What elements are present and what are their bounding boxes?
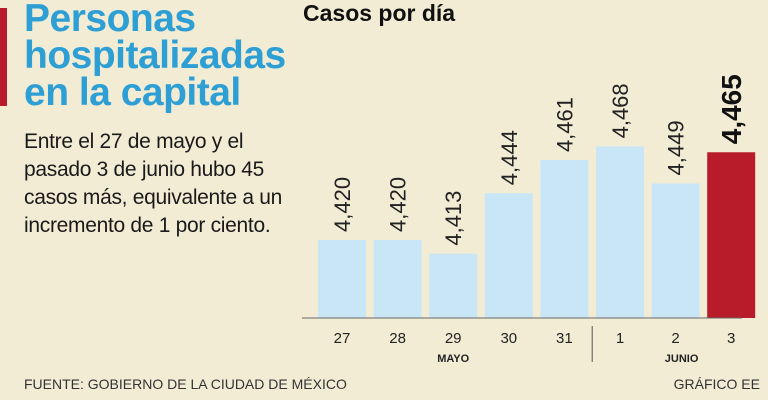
tick-label-1: 1 — [616, 330, 624, 347]
chart-title: Casos por día — [303, 0, 456, 26]
tick-label-29: 29 — [445, 330, 462, 347]
source-note: FUENTE: GOBIERNO DE LA CIUDAD DE MÉXICO — [24, 376, 347, 392]
month-label-mayo: MAYO — [437, 353, 469, 365]
title-line-1: Personas — [24, 0, 196, 40]
value-label-31: 4,461 — [552, 97, 577, 152]
value-label-28: 4,420 — [386, 177, 411, 232]
tick-label-31: 31 — [556, 330, 573, 347]
value-label-2: 4,449 — [664, 120, 689, 175]
month-label-junio: JUNIO — [665, 353, 699, 365]
bar-28 — [373, 240, 422, 318]
value-label-1: 4,468 — [608, 83, 633, 138]
bar-1 — [596, 146, 644, 318]
value-label-29: 4,413 — [441, 191, 466, 246]
credit-note: GRÁFICO EE — [673, 376, 760, 392]
bar-3 — [707, 152, 756, 318]
tick-label-2: 2 — [671, 330, 679, 347]
tick-label-3: 3 — [727, 330, 735, 347]
tick-label-30: 30 — [500, 330, 517, 347]
accent-bar — [0, 8, 7, 106]
bar-31 — [540, 160, 589, 318]
tick-label-27: 27 — [334, 330, 351, 347]
value-label-27: 4,420 — [330, 177, 355, 232]
bar-30 — [484, 193, 533, 318]
bar-2 — [651, 183, 700, 318]
page-title: Personas hospitalizadas en la capital — [24, 0, 324, 114]
bar-27 — [318, 240, 366, 318]
bar-29 — [429, 253, 478, 318]
value-label-3: 4,465 — [716, 74, 747, 144]
value-label-30: 4,444 — [497, 130, 522, 185]
summary-text: Entre el 27 de mayo y el pasado 3 de jun… — [24, 130, 283, 237]
title-line-3: en la capital — [24, 71, 241, 114]
tick-label-28: 28 — [389, 330, 406, 347]
title-line-2: hospitalizadas — [24, 34, 286, 77]
